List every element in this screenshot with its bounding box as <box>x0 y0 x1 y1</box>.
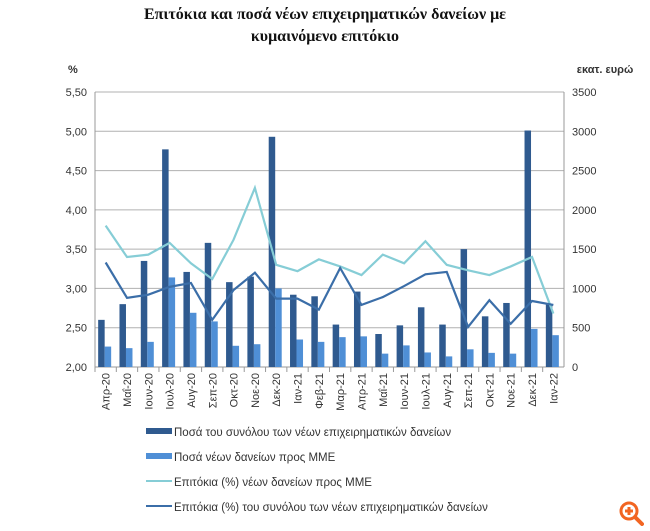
x-tick-label: Αυγ-20 <box>186 373 198 408</box>
y-tick-right: 500 <box>572 323 590 335</box>
bar-total-Σεπ-20 <box>204 242 212 367</box>
bar-total-Ιαν-21 <box>290 294 297 367</box>
y-tick-left: 4,50 <box>66 166 87 178</box>
bar-total-Μαΐ-21 <box>375 334 382 367</box>
zoom-in-icon[interactable] <box>618 500 644 526</box>
x-tick-label: Σεπ-20 <box>207 373 219 408</box>
y-tick-right: 0 <box>572 362 578 374</box>
legend-label: Ποσά νέων δανείων προς ΜΜΕ <box>174 452 336 464</box>
legend-label: Επιτόκια (%) του συνόλου των νέων επιχει… <box>174 502 488 514</box>
y-tick-right: 3000 <box>572 126 596 138</box>
y-tick-right: 2500 <box>572 166 596 178</box>
bar-total-Μαρ-21 <box>332 324 340 367</box>
bar-total-Ιουν-20 <box>140 260 148 367</box>
y-tick-right: 3500 <box>572 87 596 99</box>
y-tick-right: 1000 <box>572 283 596 295</box>
y-axis-label-left: % <box>68 64 78 76</box>
x-tick-label: Δεκ-20 <box>271 373 283 407</box>
bar-total-Φεβ-21 <box>311 296 318 367</box>
bar-total-Αυγ-20 <box>183 271 190 367</box>
y-tick-left: 2,50 <box>66 323 87 335</box>
bar-total-Ιουλ-20 <box>162 149 169 367</box>
x-tick-label: Μαΐ-21 <box>378 373 390 407</box>
bar-sme-Ιαν-22 <box>552 335 559 367</box>
bar-sme-Σεπ-20 <box>211 321 218 367</box>
bar-total-Απρ-21 <box>353 291 361 367</box>
bar-sme-Ιουν-21 <box>403 345 410 367</box>
line-total-rate <box>104 261 554 330</box>
x-tick-label: Ιουλ-21 <box>420 373 432 410</box>
title-line-1: Επιτόκια και ποσά νέων επιχειρηματικών δ… <box>143 6 506 23</box>
bar-total-Απρ-20 <box>98 319 105 367</box>
bar-total-Ιουν-21 <box>396 325 404 367</box>
legend-swatch <box>146 453 172 459</box>
bar-total-Νοε-20 <box>247 276 254 367</box>
bar-total-Σεπ-21 <box>460 249 468 367</box>
bar-total-Νοε-21 <box>503 302 510 367</box>
chart-title: Επιτόκια και ποσά νέων επιχειρηματικών δ… <box>0 4 650 48</box>
bar-sme-Νοε-21 <box>509 353 517 367</box>
y-tick-left: 2,00 <box>66 362 87 374</box>
bar-sme-Φεβ-21 <box>317 341 325 367</box>
legend-label: Ποσά του συνόλου των νέων επιχειρηματικώ… <box>174 427 451 439</box>
x-tick-label: Μαρ-21 <box>335 373 347 411</box>
bar-sme-Απρ-20 <box>104 346 112 367</box>
x-tick-label: Απρ-21 <box>356 373 368 410</box>
x-tick-label: Ιουν-20 <box>143 373 155 410</box>
title-line-2: κυμαινόμενο επιτόκιο <box>250 28 400 45</box>
legend-swatch <box>146 428 172 434</box>
x-tick-label: Οκτ-21 <box>484 373 496 407</box>
x-tick-label: Ιαν-22 <box>548 373 560 404</box>
bar-sme-Σεπ-21 <box>467 349 474 367</box>
bar-total-Οκτ-21 <box>481 316 489 367</box>
x-tick-label: Δεκ-21 <box>527 373 539 407</box>
x-tick-label: Νοε-21 <box>506 373 518 408</box>
y-tick-left: 3,00 <box>66 283 87 295</box>
x-tick-label: Οκτ-20 <box>229 373 241 407</box>
bar-sme-Μαρ-21 <box>339 337 346 367</box>
y-tick-right: 1500 <box>572 244 596 256</box>
y-tick-left: 5,00 <box>66 126 87 138</box>
bar-sme-Ιουλ-20 <box>168 277 176 367</box>
bar-total-Αυγ-21 <box>439 324 446 367</box>
x-tick-label: Απρ-20 <box>101 373 113 410</box>
bar-total-Δεκ-21 <box>524 130 532 367</box>
bar-sme-Νοε-20 <box>253 344 261 367</box>
bar-sme-Μαΐ-20 <box>125 348 133 367</box>
y-tick-left: 3,50 <box>66 244 87 256</box>
bar-sme-Αυγ-21 <box>445 356 453 367</box>
y-tick-left: 5,50 <box>66 87 87 99</box>
x-tick-label: Αυγ-21 <box>442 373 454 408</box>
bar-total-Ιαν-22 <box>545 304 553 367</box>
x-tick-label: Φεβ-21 <box>314 373 326 409</box>
x-tick-label: Ιουλ-20 <box>165 373 177 410</box>
bar-sme-Ιουν-20 <box>147 341 154 367</box>
y-tick-left: 4,00 <box>66 205 87 217</box>
bar-sme-Απρ-21 <box>360 336 367 367</box>
x-tick-label: Ιαν-21 <box>293 373 305 404</box>
bar-sme-Αυγ-20 <box>189 312 197 367</box>
line-sme-rate <box>104 184 555 314</box>
bar-total-Οκτ-20 <box>226 282 233 367</box>
x-tick-label: Μαΐ-20 <box>122 373 134 407</box>
x-tick-label: Νοε-20 <box>250 373 262 408</box>
bar-sme-Ιαν-21 <box>296 339 304 367</box>
bar-sme-Δεκ-21 <box>531 328 538 367</box>
x-tick-label: Ιουν-21 <box>399 373 411 410</box>
y-axis-label-right: εκατ. ευρώ <box>577 64 634 76</box>
legend-label: Επιτόκια (%) νέων δανείων προς ΜΜΕ <box>174 477 372 489</box>
bar-sme-Οκτ-20 <box>232 345 240 367</box>
bar-sme-Ιουλ-21 <box>424 352 431 367</box>
bar-sme-Οκτ-21 <box>488 352 495 367</box>
bar-total-Μαΐ-20 <box>119 304 126 367</box>
y-tick-right: 2000 <box>572 205 596 217</box>
bar-sme-Μαΐ-21 <box>381 353 389 367</box>
bar-total-Ιουλ-21 <box>417 307 425 367</box>
x-tick-label: Σεπ-21 <box>463 373 475 408</box>
bar-sme-Δεκ-20 <box>275 288 282 367</box>
